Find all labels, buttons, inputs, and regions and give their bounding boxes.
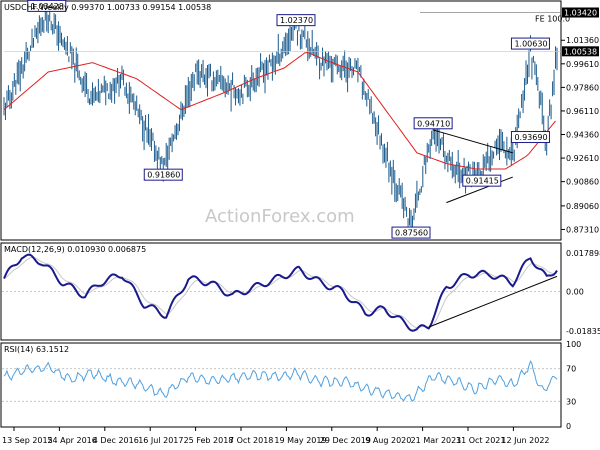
price-bars (3, 0, 558, 235)
rsi-tick-label: 100 (566, 340, 581, 349)
swing-label-text: 0.93690 (514, 133, 547, 142)
swing-label: 0.94710 (413, 117, 453, 130)
rsi-panel-frame (0, 342, 562, 428)
swing-label-text: 0.87560 (395, 229, 428, 238)
swing-label: 0.91860 (143, 168, 183, 181)
x-tick-label: 25 Feb 2018 (184, 436, 234, 445)
price-panel-frame (0, 0, 562, 241)
price-tick-label: 0.97860 (566, 83, 599, 92)
price-tick-label: 0.96110 (566, 107, 599, 116)
price-tick-label: 0.92610 (566, 154, 599, 163)
x-tick-label: 12 Jun 2022 (501, 436, 549, 445)
price-tick-label: 0.99610 (566, 60, 599, 69)
swing-label: 1.00630 (510, 37, 550, 50)
swing-labels: 1.03428 1.02370 0.91860 0.94710 0.87560 0.914… (27, 0, 550, 239)
moving-average-line (3, 51, 556, 170)
swing-label: 0.91415 (462, 174, 502, 187)
fe-price-box (562, 7, 599, 18)
price-trendlines (432, 129, 513, 204)
macd-signal-line (3, 256, 558, 329)
watermark: ActionForex.com (205, 206, 355, 227)
x-tick-label: 7 Oct 2018 (229, 436, 273, 445)
macd-header: MACD(12,26,9) 0.010930 0.006875 (4, 245, 146, 254)
macd-axis: 0.017898 0.00 -0.018354 (566, 249, 600, 336)
swing-label: 0.93690 (510, 131, 550, 144)
rsi-tick-label: 0 (566, 422, 571, 431)
price-axis: 1.01360 0.99610 0.97860 0.96110 0.94360 0.926… (4, 7, 599, 234)
rsi-line (3, 360, 558, 402)
fe-price-text: 1.03420 (564, 9, 597, 18)
macd-layer (2, 253, 560, 332)
price-trendline (446, 176, 513, 204)
last-price-text: 1.00538 (564, 47, 597, 56)
macd-tick-label: 0.00 (566, 288, 584, 297)
x-tick-label: 4 Dec 2016 (93, 436, 139, 445)
last-price-box (562, 46, 599, 57)
swing-label: 1.02370 (276, 14, 316, 27)
rsi-layer (2, 360, 560, 402)
price-trendline (432, 129, 513, 154)
macd-trendline (428, 275, 558, 328)
price-header: USDCHF,Weekly 0.99370 1.00733 0.99154 1.… (4, 3, 211, 12)
x-tick-label: 31 Oct 2021 (456, 436, 505, 445)
swing-label-text: 1.00630 (514, 40, 547, 49)
macd-line (3, 253, 558, 332)
macd-panel-frame (0, 242, 562, 341)
rsi-tick-label: 30 (566, 397, 576, 406)
price-tick-label: 0.94360 (566, 131, 599, 140)
x-tick-label: 19 May 2019 (274, 436, 326, 445)
x-tick-label: 21 Mar 2021 (411, 436, 462, 445)
swing-label-text: 0.91860 (147, 171, 180, 180)
rsi-axis: 100 70 30 0 (566, 340, 581, 431)
price-tick-label: 0.90860 (566, 178, 599, 187)
swing-label: 0.87560 (391, 226, 431, 239)
rsi-tick-label: 70 (566, 365, 576, 374)
price-tick-label: 0.87310 (566, 225, 599, 234)
swing-label-text: 1.03428 (31, 2, 64, 11)
x-tick-label: 9 Aug 2020 (365, 436, 411, 445)
x-tick-label: 24 Apr 2016 (47, 436, 96, 445)
swing-label-text: 1.02370 (280, 16, 313, 25)
price-tick-label: 1.01360 (566, 36, 599, 45)
swing-label: 1.03428 (27, 0, 67, 12)
x-tick-label: 16 Jul 2017 (138, 436, 183, 445)
rsi-header: RSI(14) 63.1512 (4, 345, 69, 354)
price-tick-label: 0.89060 (566, 202, 599, 211)
x-tick-label: 13 Sep 2015 (2, 436, 53, 445)
macd-tick-label: 0.017898 (566, 249, 600, 258)
fe-label: FE 100.0 (535, 15, 570, 24)
swing-label-text: 0.94710 (417, 119, 450, 128)
macd-tick-label: -0.018354 (566, 327, 600, 336)
swing-label-text: 0.91415 (466, 177, 499, 186)
x-tick-label: 29 Dec 2019 (320, 436, 371, 445)
